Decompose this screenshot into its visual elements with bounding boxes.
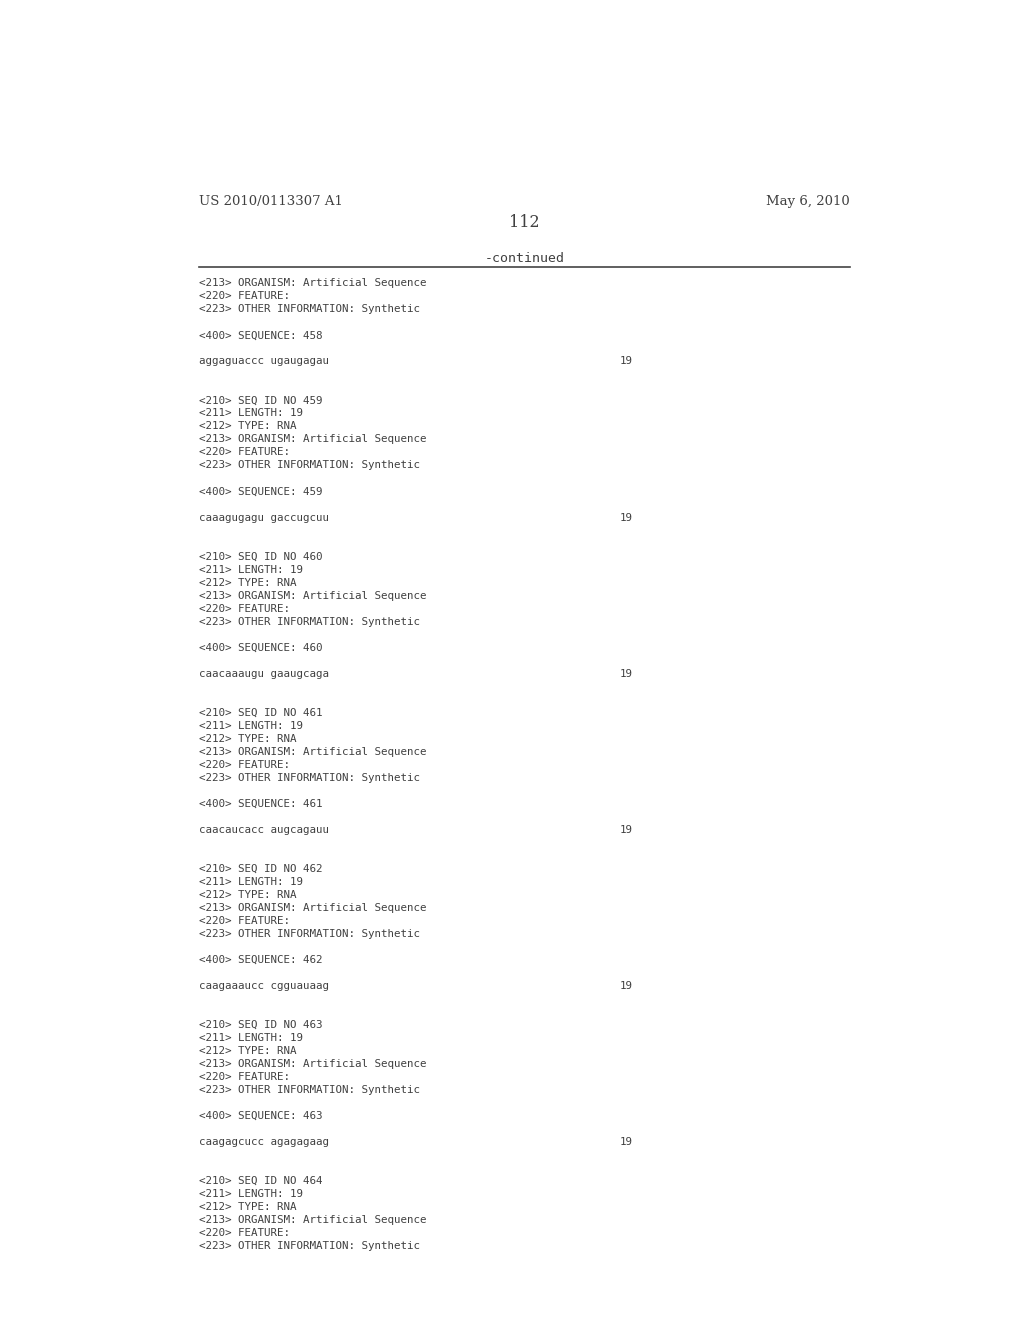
Text: <213> ORGANISM: Artificial Sequence: <213> ORGANISM: Artificial Sequence xyxy=(200,590,427,601)
Text: 19: 19 xyxy=(620,981,633,991)
Text: aggaguaccc ugaugagau: aggaguaccc ugaugagau xyxy=(200,356,330,367)
Text: 19: 19 xyxy=(620,669,633,678)
Text: <220> FEATURE:: <220> FEATURE: xyxy=(200,916,291,925)
Text: <210> SEQ ID NO 462: <210> SEQ ID NO 462 xyxy=(200,863,323,874)
Text: <212> TYPE: RNA: <212> TYPE: RNA xyxy=(200,578,297,587)
Text: caacaaaugu gaaugcaga: caacaaaugu gaaugcaga xyxy=(200,669,330,678)
Text: <212> TYPE: RNA: <212> TYPE: RNA xyxy=(200,890,297,900)
Text: <213> ORGANISM: Artificial Sequence: <213> ORGANISM: Artificial Sequence xyxy=(200,903,427,913)
Text: <223> OTHER INFORMATION: Synthetic: <223> OTHER INFORMATION: Synthetic xyxy=(200,929,421,939)
Text: <400> SEQUENCE: 460: <400> SEQUENCE: 460 xyxy=(200,643,323,652)
Text: 112: 112 xyxy=(510,214,540,231)
Text: caacaucacc augcagauu: caacaucacc augcagauu xyxy=(200,825,330,834)
Text: <220> FEATURE:: <220> FEATURE: xyxy=(200,292,291,301)
Text: <223> OTHER INFORMATION: Synthetic: <223> OTHER INFORMATION: Synthetic xyxy=(200,305,421,314)
Text: <223> OTHER INFORMATION: Synthetic: <223> OTHER INFORMATION: Synthetic xyxy=(200,772,421,783)
Text: <211> LENGTH: 19: <211> LENGTH: 19 xyxy=(200,876,303,887)
Text: <211> LENGTH: 19: <211> LENGTH: 19 xyxy=(200,1189,303,1199)
Text: <211> LENGTH: 19: <211> LENGTH: 19 xyxy=(200,408,303,418)
Text: <223> OTHER INFORMATION: Synthetic: <223> OTHER INFORMATION: Synthetic xyxy=(200,461,421,470)
Text: <400> SEQUENCE: 458: <400> SEQUENCE: 458 xyxy=(200,330,323,341)
Text: <213> ORGANISM: Artificial Sequence: <213> ORGANISM: Artificial Sequence xyxy=(200,747,427,756)
Text: <400> SEQUENCE: 463: <400> SEQUENCE: 463 xyxy=(200,1111,323,1121)
Text: <400> SEQUENCE: 462: <400> SEQUENCE: 462 xyxy=(200,954,323,965)
Text: <223> OTHER INFORMATION: Synthetic: <223> OTHER INFORMATION: Synthetic xyxy=(200,616,421,627)
Text: <400> SEQUENCE: 461: <400> SEQUENCE: 461 xyxy=(200,799,323,809)
Text: <212> TYPE: RNA: <212> TYPE: RNA xyxy=(200,1045,297,1056)
Text: <211> LENGTH: 19: <211> LENGTH: 19 xyxy=(200,1034,303,1043)
Text: <212> TYPE: RNA: <212> TYPE: RNA xyxy=(200,421,297,432)
Text: <210> SEQ ID NO 464: <210> SEQ ID NO 464 xyxy=(200,1176,323,1185)
Text: <210> SEQ ID NO 460: <210> SEQ ID NO 460 xyxy=(200,552,323,561)
Text: <212> TYPE: RNA: <212> TYPE: RNA xyxy=(200,734,297,743)
Text: <213> ORGANISM: Artificial Sequence: <213> ORGANISM: Artificial Sequence xyxy=(200,1059,427,1069)
Text: <213> ORGANISM: Artificial Sequence: <213> ORGANISM: Artificial Sequence xyxy=(200,279,427,288)
Text: <400> SEQUENCE: 459: <400> SEQUENCE: 459 xyxy=(200,487,323,496)
Text: <210> SEQ ID NO 461: <210> SEQ ID NO 461 xyxy=(200,708,323,718)
Text: 19: 19 xyxy=(620,356,633,367)
Text: <210> SEQ ID NO 459: <210> SEQ ID NO 459 xyxy=(200,396,323,405)
Text: 19: 19 xyxy=(620,1137,633,1147)
Text: <220> FEATURE:: <220> FEATURE: xyxy=(200,760,291,770)
Text: <220> FEATURE:: <220> FEATURE: xyxy=(200,603,291,614)
Text: caagagcucc agagagaag: caagagcucc agagagaag xyxy=(200,1137,330,1147)
Text: <213> ORGANISM: Artificial Sequence: <213> ORGANISM: Artificial Sequence xyxy=(200,434,427,445)
Text: <213> ORGANISM: Artificial Sequence: <213> ORGANISM: Artificial Sequence xyxy=(200,1214,427,1225)
Text: <223> OTHER INFORMATION: Synthetic: <223> OTHER INFORMATION: Synthetic xyxy=(200,1085,421,1096)
Text: US 2010/0113307 A1: US 2010/0113307 A1 xyxy=(200,195,343,209)
Text: caaagugagu gaccugcuu: caaagugagu gaccugcuu xyxy=(200,512,330,523)
Text: <220> FEATURE:: <220> FEATURE: xyxy=(200,1228,291,1238)
Text: <220> FEATURE:: <220> FEATURE: xyxy=(200,447,291,458)
Text: 19: 19 xyxy=(620,825,633,834)
Text: <211> LENGTH: 19: <211> LENGTH: 19 xyxy=(200,721,303,731)
Text: <212> TYPE: RNA: <212> TYPE: RNA xyxy=(200,1203,297,1212)
Text: caagaaaucc cgguauaag: caagaaaucc cgguauaag xyxy=(200,981,330,991)
Text: <220> FEATURE:: <220> FEATURE: xyxy=(200,1072,291,1082)
Text: <210> SEQ ID NO 463: <210> SEQ ID NO 463 xyxy=(200,1020,323,1030)
Text: <223> OTHER INFORMATION: Synthetic: <223> OTHER INFORMATION: Synthetic xyxy=(200,1241,421,1251)
Text: May 6, 2010: May 6, 2010 xyxy=(766,195,850,209)
Text: 19: 19 xyxy=(620,512,633,523)
Text: <211> LENGTH: 19: <211> LENGTH: 19 xyxy=(200,565,303,574)
Text: -continued: -continued xyxy=(484,252,565,265)
